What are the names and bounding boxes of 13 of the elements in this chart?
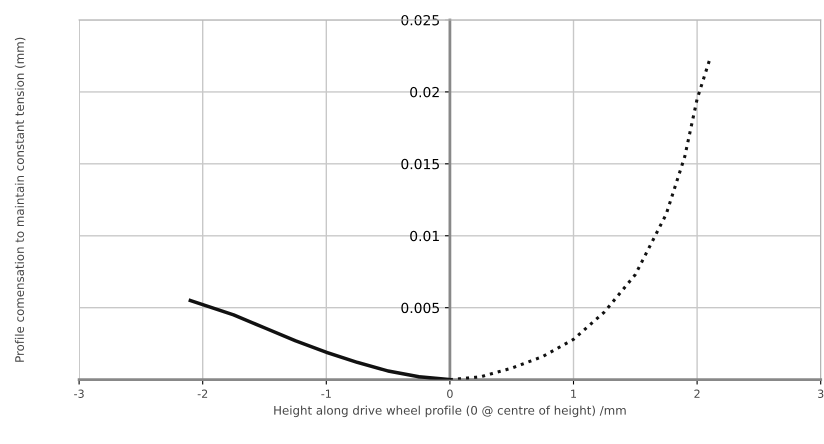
x-axis-title: Height along drive wheel profile (0 @ centre of height) /mm: [274, 406, 626, 418]
y-tick-label: 0.015: [401, 158, 439, 170]
x-tick-label: 2: [694, 390, 700, 398]
x-tick-label: 3: [818, 390, 824, 398]
x-tick-label: 0: [447, 390, 453, 398]
y-tick-label: 0.005: [401, 302, 439, 314]
y-tick-label: 0.01: [410, 230, 439, 242]
x-tick-label: -3: [74, 390, 84, 398]
y-tick-label: 0.02: [410, 86, 439, 98]
y-axis-title: Profile comensation to maintain constant tension (mm): [14, 38, 26, 362]
x-tick-label: -1: [321, 390, 331, 398]
x-tick-label: 1: [571, 390, 576, 398]
x-tick-label: -2: [198, 390, 208, 398]
